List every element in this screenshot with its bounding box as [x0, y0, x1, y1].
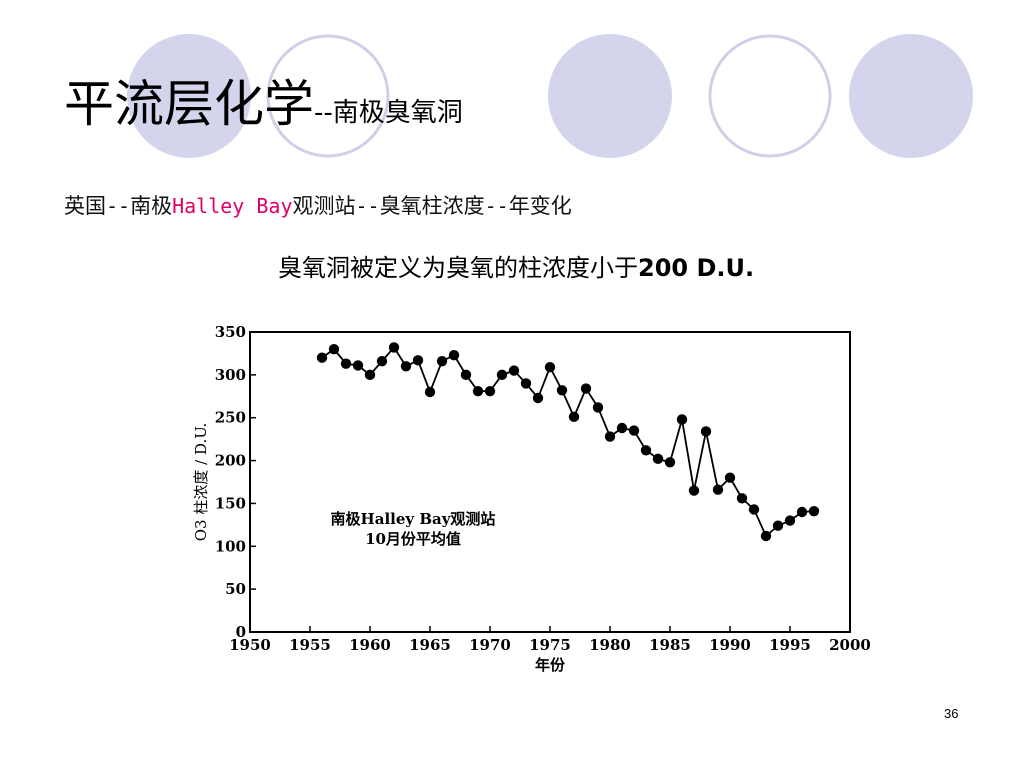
y-tick-label: 300 [215, 366, 246, 384]
data-point [520, 378, 532, 389]
x-tick-label: 1970 [469, 636, 511, 654]
data-point [568, 411, 580, 423]
decor-circle-2 [266, 34, 390, 158]
subtitle-sep-2: -- [355, 194, 380, 218]
data-point [496, 369, 508, 381]
data-point [604, 431, 616, 442]
y-tick-label: 50 [225, 580, 246, 598]
data-point [760, 530, 772, 542]
ozone-hole-definition: 臭氧洞被定义为臭氧的柱浓度小于200 D.U. [278, 248, 754, 283]
y-axis-label: O3 柱浓度 / D.U. [192, 423, 210, 542]
data-point [484, 385, 496, 397]
decor-circle-5 [849, 34, 973, 158]
x-tick-label: 2000 [829, 636, 871, 654]
data-point [556, 385, 568, 396]
chart-annotation-period: 10月份平均值 [365, 530, 461, 548]
data-point [580, 383, 592, 394]
data-point [436, 355, 448, 367]
decor-circle-4 [708, 34, 832, 158]
data-point [724, 472, 736, 483]
x-tick-label: 1980 [589, 636, 631, 654]
data-point [460, 369, 472, 381]
data-point [796, 506, 808, 518]
y-tick-label: 100 [215, 537, 246, 555]
slide-title-main: 平流层化学 [64, 75, 314, 133]
data-point [628, 425, 640, 436]
x-tick-label: 1985 [649, 636, 691, 654]
data-point [424, 386, 436, 398]
plot-frame [249, 331, 851, 633]
data-point [688, 485, 700, 496]
subtitle-measure: 臭氧柱浓度 [379, 194, 485, 218]
chart-annotation-station: 南极Halley Bay观测站 [331, 510, 496, 528]
data-point [316, 352, 328, 363]
x-tick-label: 1995 [769, 636, 811, 654]
slide-title-sub: --南极臭氧洞 [314, 98, 463, 128]
subtitle-prefix: 英国 [64, 194, 106, 218]
data-point [532, 392, 544, 404]
data-point [544, 361, 556, 373]
x-axis-ticks: 1950 1955 1960 1965 1970 1975 1980 1985 1990 1995… [229, 626, 871, 654]
plot-border [249, 331, 851, 633]
data-point [376, 355, 388, 367]
x-axis-label: 年份 [535, 656, 566, 674]
data-point [640, 445, 652, 456]
x-tick-label: 1975 [529, 636, 571, 654]
data-point [772, 520, 784, 531]
data-point [652, 453, 664, 465]
x-tick-label: 1960 [349, 636, 391, 654]
data-point [736, 493, 748, 504]
data-point [808, 505, 820, 517]
y-tick-label: 0 [236, 623, 246, 641]
data-point [472, 385, 484, 397]
data-point [784, 515, 796, 526]
data-point [712, 484, 724, 495]
data-point [448, 349, 460, 361]
data-point [388, 342, 400, 353]
definition-value: 200 D.U. [638, 254, 755, 282]
data-point [664, 457, 676, 468]
slide-title: 平流层化学--南极臭氧洞 [64, 64, 463, 136]
data-point [700, 426, 712, 437]
data-series [316, 342, 820, 542]
data-point [748, 504, 760, 515]
slide-subtitle: 英国--南极Halley Bay观测站--臭氧柱浓度--年变化 [64, 190, 572, 220]
y-tick-label: 350 [215, 323, 246, 341]
x-tick-label: 1965 [409, 636, 451, 654]
data-point [616, 422, 628, 434]
y-tick-label: 150 [215, 494, 246, 512]
decor-circle-1 [127, 34, 251, 158]
ozone-chart: 1950 1955 1960 1965 1970 1975 1980 1985 1990 1995… [192, 323, 871, 674]
data-point [508, 365, 520, 376]
series-line [321, 345, 815, 538]
data-point [352, 360, 364, 371]
x-tick-label: 1990 [709, 636, 751, 654]
x-tick-label: 1955 [289, 636, 331, 654]
subtitle-station-name: Halley Bay [172, 194, 293, 218]
definition-text: 臭氧洞被定义为臭氧的柱浓度小于 [278, 254, 638, 282]
subtitle-sep-1: -- [106, 194, 131, 218]
data-point [412, 355, 424, 366]
page-number: 36 [944, 706, 959, 721]
data-point [340, 358, 352, 369]
data-point [328, 343, 340, 355]
subtitle-region: 南极 [130, 194, 173, 218]
y-axis-ticks: 0 50 100 150 200 250 300 350 [215, 323, 256, 641]
y-tick-label: 250 [215, 409, 246, 427]
data-point [364, 369, 376, 381]
subtitle-sep-3: -- [484, 194, 509, 218]
x-tick-label: 1950 [229, 636, 271, 654]
data-point [400, 361, 412, 372]
subtitle-trend: 年变化 [508, 194, 572, 218]
decor-circle-3 [548, 34, 672, 158]
y-tick-label: 200 [215, 452, 246, 470]
data-point [676, 414, 688, 425]
data-point [592, 402, 604, 413]
subtitle-after-station: 观测站 [292, 194, 356, 218]
decorative-circles [127, 34, 973, 158]
